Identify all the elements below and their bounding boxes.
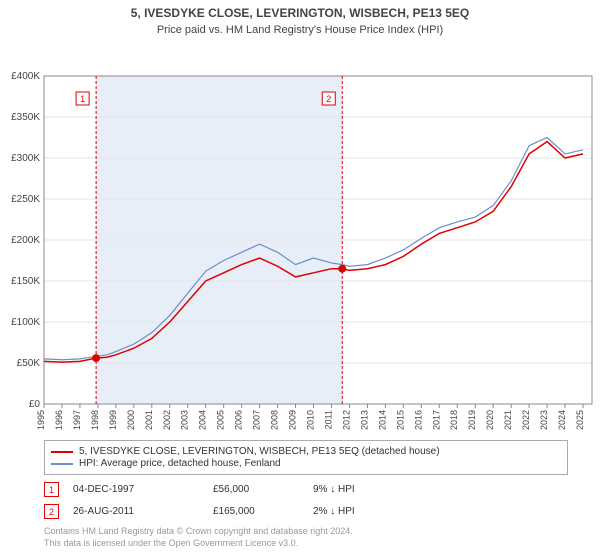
sale-marker-row: 2 26-AUG-2011£165,0002% ↓ HPI — [44, 504, 355, 519]
svg-text:2006: 2006 — [234, 410, 244, 430]
svg-text:2017: 2017 — [431, 410, 441, 430]
svg-text:2020: 2020 — [485, 410, 495, 430]
svg-text:2013: 2013 — [359, 410, 369, 430]
svg-text:2000: 2000 — [126, 410, 136, 430]
sale-date: 26-AUG-2011 — [73, 506, 213, 517]
svg-text:2010: 2010 — [306, 410, 316, 430]
svg-text:2021: 2021 — [503, 410, 513, 430]
svg-text:2007: 2007 — [252, 410, 262, 430]
sale-price: £165,000 — [213, 506, 313, 517]
svg-text:2: 2 — [326, 94, 331, 104]
svg-text:1998: 1998 — [90, 410, 100, 430]
sale-price: £56,000 — [213, 484, 313, 495]
hpi-delta: 9% ↓ HPI — [313, 484, 355, 495]
svg-text:2023: 2023 — [539, 410, 549, 430]
svg-text:2014: 2014 — [377, 410, 387, 430]
chart-subtitle: Price paid vs. HM Land Registry's House … — [0, 24, 600, 36]
svg-text:£350K: £350K — [11, 112, 40, 123]
svg-text:2016: 2016 — [413, 410, 423, 430]
marker-index: 2 — [44, 504, 59, 519]
svg-text:2008: 2008 — [270, 410, 280, 430]
svg-text:2003: 2003 — [180, 410, 190, 430]
price-chart: £0 £50K £100K £150K £200K £250K £300K £350K £400… — [0, 36, 600, 436]
svg-text:£200K: £200K — [11, 235, 40, 246]
svg-text:2001: 2001 — [144, 410, 154, 430]
svg-text:£100K: £100K — [11, 317, 40, 328]
svg-text:1997: 1997 — [72, 410, 82, 430]
copyright: Contains HM Land Registry data © Crown c… — [44, 526, 353, 549]
svg-text:2005: 2005 — [216, 410, 226, 430]
legend-item: HPI: Average price, detached house, Fenl… — [51, 458, 561, 469]
svg-text:2009: 2009 — [288, 410, 298, 430]
svg-text:2004: 2004 — [198, 410, 208, 430]
svg-text:£300K: £300K — [11, 153, 40, 164]
sale-marker-row: 1 04-DEC-1997£56,0009% ↓ HPI — [44, 482, 355, 497]
svg-text:£150K: £150K — [11, 276, 40, 287]
svg-text:1996: 1996 — [54, 410, 64, 430]
svg-text:2012: 2012 — [341, 410, 351, 430]
svg-text:2022: 2022 — [521, 410, 531, 430]
svg-text:£0: £0 — [29, 399, 41, 410]
svg-text:2015: 2015 — [395, 410, 405, 430]
chart-title: 5, IVESDYKE CLOSE, LEVERINGTON, WISBECH,… — [0, 0, 600, 20]
svg-text:£250K: £250K — [11, 194, 40, 205]
svg-text:1: 1 — [80, 94, 85, 104]
svg-text:2018: 2018 — [449, 410, 459, 430]
svg-text:2002: 2002 — [162, 410, 172, 430]
svg-text:2019: 2019 — [467, 410, 477, 430]
svg-text:2025: 2025 — [575, 410, 585, 430]
legend-item: 5, IVESDYKE CLOSE, LEVERINGTON, WISBECH,… — [51, 446, 561, 457]
svg-text:2024: 2024 — [557, 410, 567, 430]
legend: 5, IVESDYKE CLOSE, LEVERINGTON, WISBECH,… — [44, 440, 568, 475]
sale-date: 04-DEC-1997 — [73, 484, 213, 495]
svg-text:£50K: £50K — [17, 358, 41, 369]
marker-index: 1 — [44, 482, 59, 497]
svg-text:1999: 1999 — [108, 410, 118, 430]
svg-text:£400K: £400K — [11, 71, 40, 82]
svg-text:2011: 2011 — [323, 410, 333, 429]
hpi-delta: 2% ↓ HPI — [313, 506, 355, 517]
svg-text:1995: 1995 — [36, 410, 46, 430]
